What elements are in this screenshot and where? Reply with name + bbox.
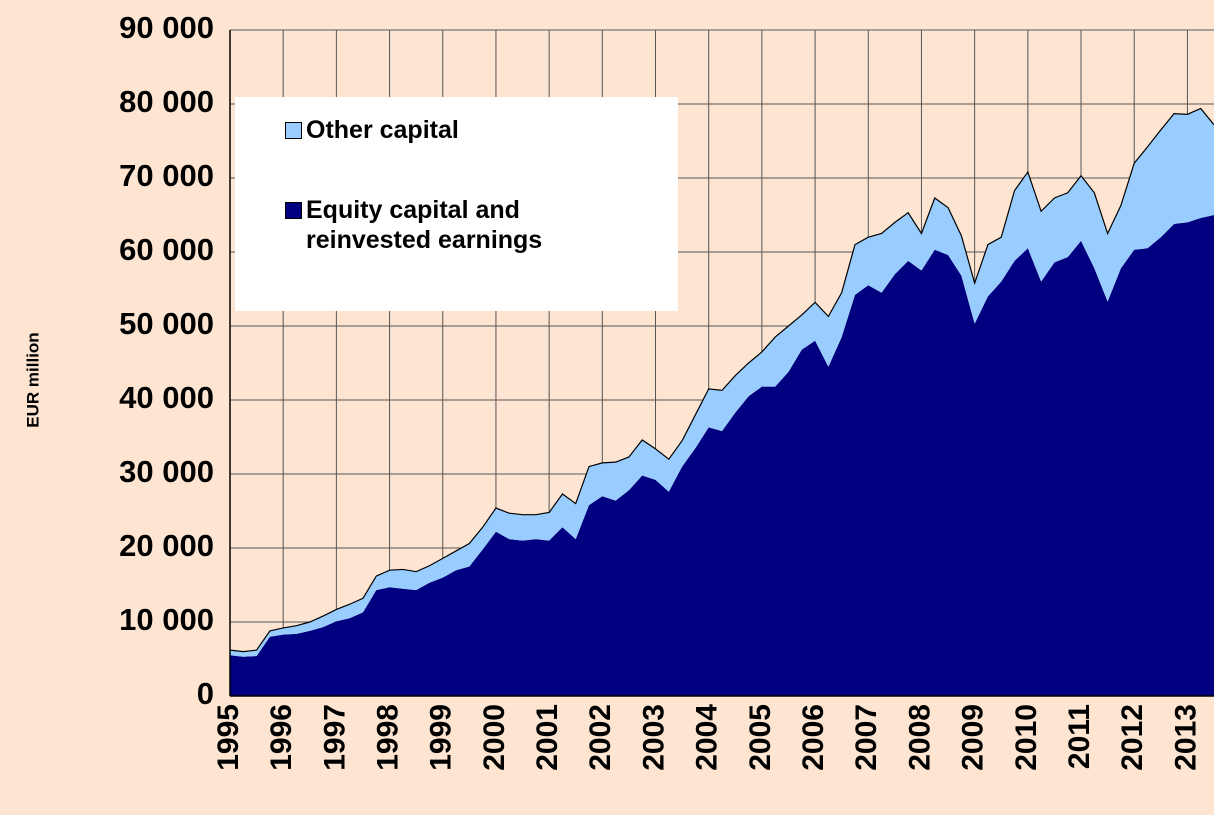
area — [230, 215, 1214, 696]
y-tick-label: 50 000 — [119, 306, 214, 341]
legend-item: Equity capital and reinvested earnings — [285, 195, 678, 255]
x-tick-label: 2008 — [903, 704, 936, 771]
x-tick-label: 2005 — [744, 704, 777, 771]
area-outline — [230, 107, 1214, 653]
x-tick-label: 2002 — [584, 704, 617, 771]
x-tick-label: 2011 — [1063, 704, 1096, 769]
x-tick-label: 2006 — [797, 704, 830, 771]
y-tick-label: 90 000 — [119, 10, 214, 45]
x-tick-label: 2010 — [1010, 704, 1043, 771]
legend-item: Other capital — [285, 115, 678, 145]
legend-swatch — [285, 202, 302, 219]
x-tick-label: 1995 — [212, 704, 245, 771]
x-tick-label: 1996 — [265, 704, 298, 771]
x-tick-label: 2004 — [691, 704, 724, 771]
y-tick-label: 70 000 — [119, 158, 214, 193]
x-tick-label: 2000 — [478, 704, 511, 771]
x-tick-label: 2003 — [637, 704, 670, 771]
y-tick-label: 0 — [197, 676, 214, 711]
legend-label: Other capital — [306, 116, 459, 144]
y-tick-label: 60 000 — [119, 232, 214, 267]
legend-label: Equity capital and reinvested earnings — [306, 196, 543, 254]
y-axis-title: EUR million — [23, 332, 42, 427]
y-tick-label: 30 000 — [119, 454, 214, 489]
x-tick-label: 2001 — [531, 704, 564, 771]
legend-swatch — [285, 122, 302, 139]
x-tick-label: 2013 — [1169, 704, 1202, 771]
y-tick-label: 20 000 — [119, 528, 214, 563]
y-tick-label: 40 000 — [119, 380, 214, 415]
x-tick-label: 2009 — [957, 704, 990, 771]
x-tick-label: 1998 — [371, 704, 404, 771]
y-tick-label: 10 000 — [119, 602, 214, 637]
legend: Other capital Equity capital and reinvest… — [235, 97, 678, 311]
x-tick-label: 1997 — [318, 704, 351, 771]
y-tick-label: 80 000 — [119, 84, 214, 119]
x-tick-label: 2007 — [850, 704, 883, 771]
x-tick-label: 1999 — [425, 704, 458, 771]
x-tick-label: 2012 — [1116, 704, 1149, 771]
